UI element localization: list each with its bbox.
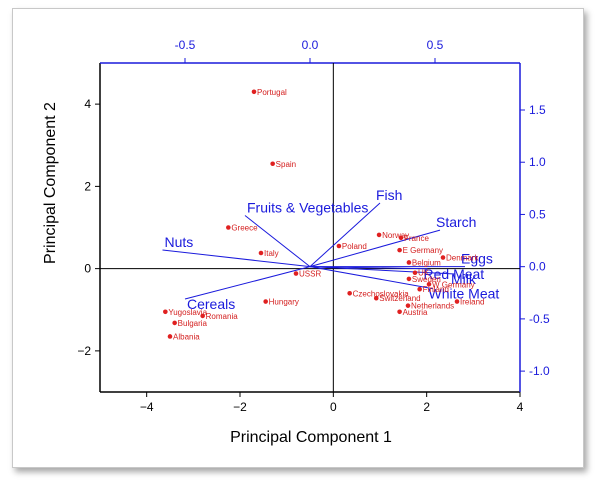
score-point xyxy=(336,243,342,249)
score-label: Czechoslovakia xyxy=(353,289,410,298)
score-label: Sweden xyxy=(412,275,441,284)
loading-vector xyxy=(309,229,441,268)
loading-label: Fish xyxy=(376,187,402,203)
score-point xyxy=(167,334,173,339)
loading-vector xyxy=(244,215,311,268)
y-tick-label: −2 xyxy=(77,344,91,358)
score-point xyxy=(417,286,422,292)
score-point xyxy=(293,271,299,276)
loading-label: Starch xyxy=(436,214,476,230)
score-point xyxy=(263,299,268,304)
loading-label: Eggs xyxy=(461,251,493,267)
loading-vector xyxy=(309,266,433,290)
y-tick-label: 4 xyxy=(84,97,91,111)
score-label: Austria xyxy=(403,308,428,317)
score-label: Switzerland xyxy=(379,294,420,303)
score-point xyxy=(412,270,418,276)
x-tick-label: 2 xyxy=(423,400,430,414)
score-point xyxy=(200,313,205,319)
score-label: France xyxy=(404,234,429,243)
score-point xyxy=(172,320,177,326)
y2-tick-label: 0.5 xyxy=(529,207,546,221)
y-tick-label: 0 xyxy=(84,262,91,276)
score-point xyxy=(397,247,402,253)
score-label: Yugoslavia xyxy=(168,308,207,317)
y2-tick-label: 1.5 xyxy=(529,103,546,117)
score-label: Denmark xyxy=(446,254,479,263)
y2-tick-label: -1.0 xyxy=(529,364,550,378)
x2-tick-label: -0.5 xyxy=(175,38,196,52)
loading-label: Milk xyxy=(451,271,477,287)
score-point xyxy=(454,299,460,304)
score-label: UK xyxy=(418,269,430,278)
x-tick-label: 0 xyxy=(330,400,337,414)
score-label: Hungary xyxy=(269,298,299,307)
score-label: Bulgaria xyxy=(178,319,208,328)
score-label: Albania xyxy=(173,332,200,341)
x-tick-label: −4 xyxy=(140,400,154,414)
score-label: E Germany xyxy=(403,246,443,255)
y2-tick-label: 1.0 xyxy=(529,155,546,169)
score-point xyxy=(347,291,352,296)
score-label: USSR xyxy=(299,270,321,279)
score-label: W Germany xyxy=(432,280,475,289)
y-axis-title: Principal Component 2 xyxy=(42,102,59,264)
score-label: Finland xyxy=(423,285,449,294)
score-point xyxy=(226,225,231,230)
y-tick-label: 2 xyxy=(84,179,91,193)
loading-vector xyxy=(162,249,311,268)
score-label: Belgium xyxy=(412,258,441,267)
score-label: Italy xyxy=(264,249,279,258)
score-label: Netherlands xyxy=(411,302,454,311)
score-point xyxy=(405,303,411,308)
score-label: Spain xyxy=(276,160,296,169)
score-point xyxy=(406,260,412,265)
y2-tick-label: -0.5 xyxy=(529,312,550,326)
score-point xyxy=(251,89,257,95)
x-tick-label: 4 xyxy=(517,400,524,414)
score-label: Portugal xyxy=(257,88,287,97)
loading-vector xyxy=(309,202,381,268)
score-label: Romania xyxy=(206,312,239,321)
loading-vector xyxy=(184,266,311,300)
loading-label: White Meat xyxy=(429,286,500,302)
score-point xyxy=(406,276,412,282)
score-point xyxy=(397,309,402,315)
x2-tick-label: 0.5 xyxy=(427,38,444,52)
x2-tick-label: 0.0 xyxy=(302,38,319,52)
score-point xyxy=(376,232,382,238)
score-label: Greece xyxy=(231,224,258,233)
x-tick-label: −2 xyxy=(233,400,247,414)
score-point xyxy=(440,255,446,260)
score-label: Poland xyxy=(342,242,367,251)
score-point xyxy=(398,235,404,241)
score-label: Norway xyxy=(382,231,409,240)
loading-vector xyxy=(309,266,456,275)
x-axis-title: Principal Component 1 xyxy=(230,429,392,446)
loading-label: Fruits & Vegetables xyxy=(247,199,368,215)
score-point xyxy=(270,161,275,167)
y2-tick-label: 0.0 xyxy=(529,260,546,274)
score-point xyxy=(426,281,432,287)
score-label: Ireland xyxy=(460,298,484,307)
loading-label: Nuts xyxy=(165,234,194,250)
score-point xyxy=(373,295,379,301)
loading-label: Cereals xyxy=(187,296,235,312)
score-point xyxy=(258,250,264,256)
score-point xyxy=(163,309,168,315)
